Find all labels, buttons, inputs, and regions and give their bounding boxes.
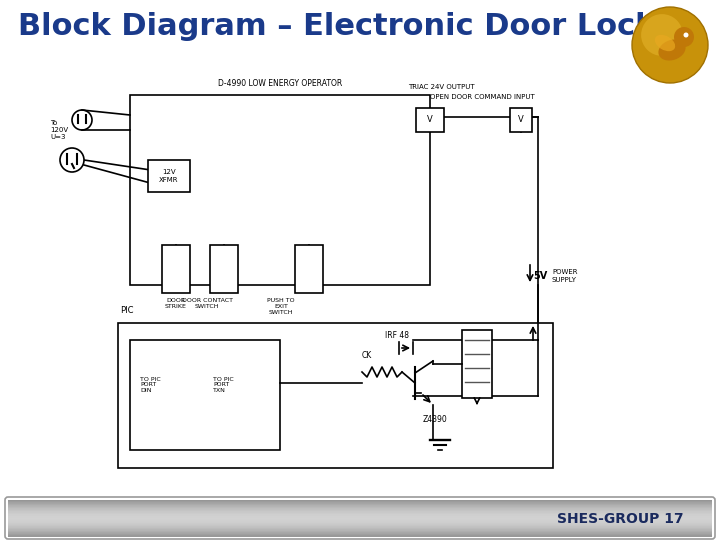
Circle shape	[674, 27, 694, 47]
Text: TO PIC
PORT
DIN: TO PIC PORT DIN	[140, 377, 161, 393]
Text: SHES-GROUP 17: SHES-GROUP 17	[557, 512, 683, 526]
Circle shape	[632, 7, 708, 83]
Bar	[8, 525, 712, 526]
Text: OPEN DOOR COMMAND INPUT: OPEN DOOR COMMAND INPUT	[430, 94, 535, 100]
Bar	[8, 510, 712, 511]
Bar	[8, 531, 712, 532]
Bar	[8, 526, 712, 528]
Text: TRIAC 24V OUTPUT: TRIAC 24V OUTPUT	[408, 84, 474, 90]
Bar	[510, 108, 532, 132]
Text: POWER
SUPPLY: POWER SUPPLY	[552, 269, 577, 282]
Bar	[8, 527, 712, 528]
Bar	[8, 523, 712, 524]
Bar	[8, 504, 712, 505]
Bar	[8, 505, 712, 506]
Bar	[118, 323, 553, 468]
Bar	[8, 521, 712, 522]
Bar	[130, 95, 430, 285]
Text: To
120V
U=3: To 120V U=3	[50, 120, 68, 140]
Bar	[8, 535, 712, 537]
Bar	[8, 506, 712, 507]
Text: V: V	[518, 116, 524, 125]
Bar	[8, 535, 712, 536]
Bar	[8, 510, 712, 511]
Bar	[8, 516, 712, 517]
Ellipse shape	[655, 35, 675, 51]
Bar	[8, 505, 712, 507]
Text: IRF 48: IRF 48	[385, 331, 409, 340]
Text: Z4390: Z4390	[423, 415, 447, 424]
Bar	[8, 503, 712, 504]
Text: PUSH TO
EXIT
SWITCH: PUSH TO EXIT SWITCH	[267, 298, 294, 315]
Bar	[8, 512, 712, 513]
Bar	[8, 513, 712, 514]
Circle shape	[60, 148, 84, 172]
Bar	[210, 245, 238, 293]
Bar	[162, 245, 190, 293]
Bar	[8, 533, 712, 534]
Bar	[8, 501, 712, 502]
Bar	[8, 521, 712, 522]
Bar	[8, 508, 712, 509]
Bar	[8, 516, 712, 517]
Ellipse shape	[658, 39, 685, 60]
Bar	[8, 514, 712, 515]
Bar	[8, 534, 712, 535]
Bar	[8, 534, 712, 535]
Bar	[8, 528, 712, 529]
Circle shape	[683, 32, 688, 37]
Text: TO PIC
PORT
TXN: TO PIC PORT TXN	[213, 377, 234, 393]
Text: DOOR CONTACT
SWITCH: DOOR CONTACT SWITCH	[181, 298, 233, 309]
Text: 5V: 5V	[533, 271, 547, 281]
Bar	[130, 340, 280, 450]
Bar	[148, 160, 190, 192]
Polygon shape	[676, 31, 688, 49]
Bar	[8, 528, 712, 529]
Bar	[8, 509, 712, 510]
Bar	[462, 330, 492, 398]
Bar	[8, 524, 712, 525]
Bar	[8, 524, 712, 526]
Bar	[8, 518, 712, 519]
Bar	[8, 504, 712, 505]
Bar	[8, 502, 712, 503]
Bar	[8, 517, 712, 518]
Bar	[8, 519, 712, 521]
Text: 12V
XFMR: 12V XFMR	[159, 170, 179, 183]
Bar	[8, 530, 712, 531]
Text: DOOR
STRIKE: DOOR STRIKE	[165, 298, 187, 309]
Bar	[8, 517, 712, 518]
Bar	[8, 512, 712, 514]
Bar	[8, 518, 712, 519]
Bar	[8, 520, 712, 521]
Text: PIC: PIC	[120, 306, 133, 315]
Bar	[8, 515, 712, 516]
Bar	[8, 500, 712, 501]
Bar	[8, 522, 712, 523]
Bar	[8, 515, 712, 516]
Text: V: V	[427, 116, 433, 125]
Bar	[8, 501, 712, 502]
Text: Block Diagram – Electronic Door Lock: Block Diagram – Electronic Door Lock	[18, 12, 655, 41]
Bar	[8, 507, 712, 508]
Bar	[8, 531, 712, 532]
Bar	[295, 245, 323, 293]
Bar	[8, 511, 712, 512]
Text: D-4990 LOW ENERGY OPERATOR: D-4990 LOW ENERGY OPERATOR	[218, 79, 342, 88]
Bar	[8, 511, 712, 512]
Bar	[8, 529, 712, 530]
Text: CK: CK	[362, 351, 372, 360]
Bar	[8, 526, 712, 527]
Bar	[8, 532, 712, 533]
Bar	[8, 508, 712, 510]
Bar	[8, 523, 712, 524]
Bar	[416, 108, 444, 132]
Bar	[8, 529, 712, 530]
Bar	[8, 522, 712, 523]
Bar	[8, 502, 712, 503]
Circle shape	[72, 110, 92, 130]
Bar	[8, 507, 712, 508]
Circle shape	[641, 14, 683, 56]
Bar	[8, 532, 712, 534]
